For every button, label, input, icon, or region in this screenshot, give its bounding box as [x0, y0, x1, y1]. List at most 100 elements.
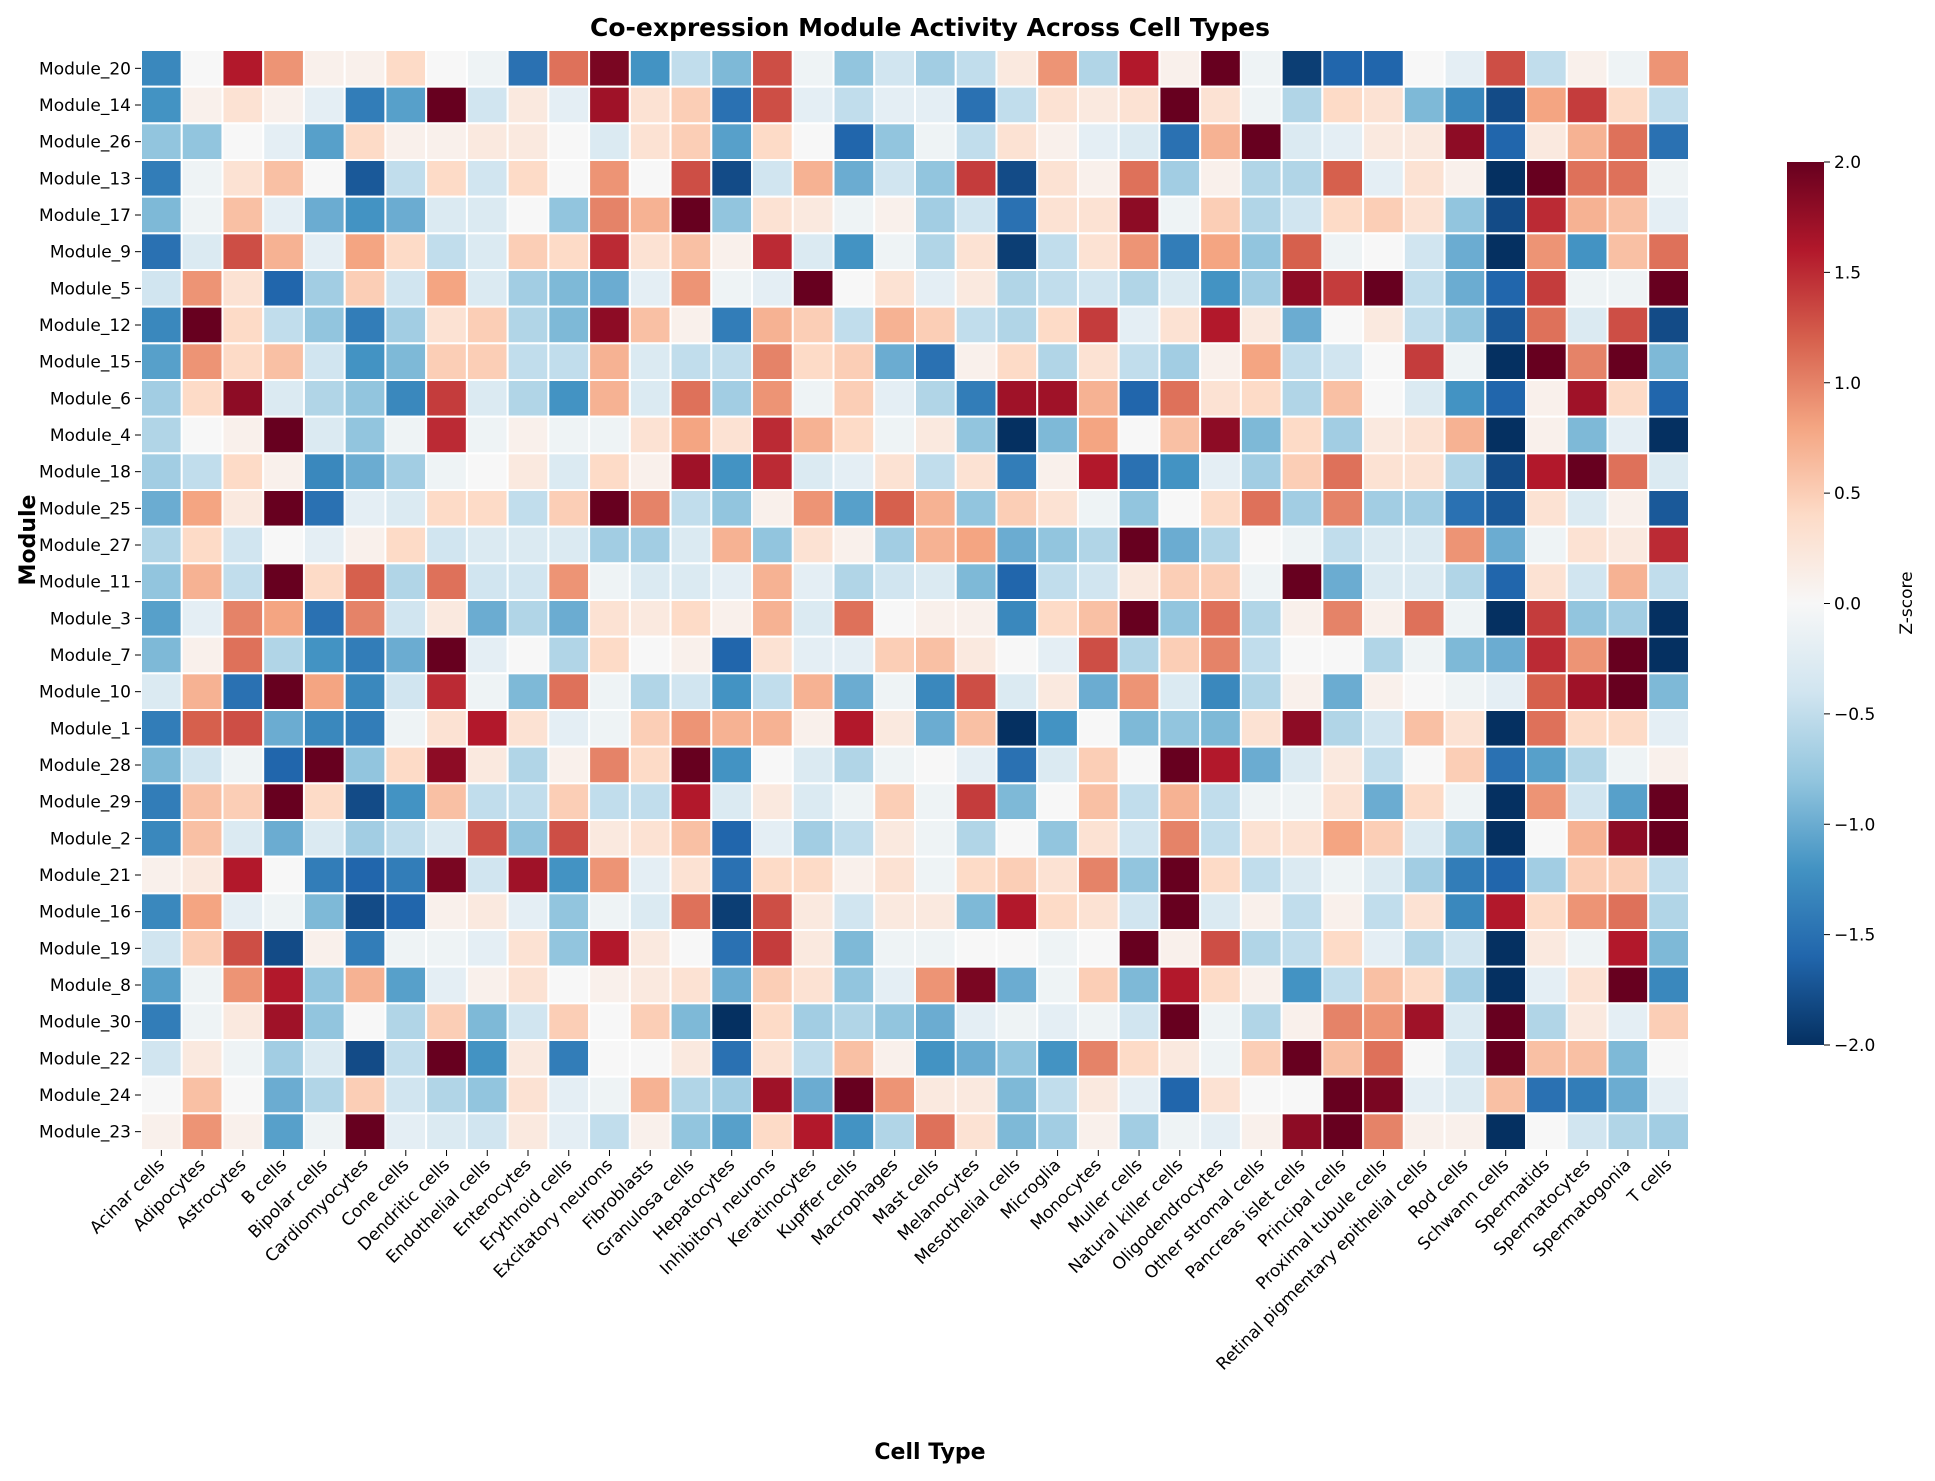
heatmap-cell	[384, 342, 428, 382]
heatmap-cell	[1280, 269, 1324, 308]
heatmap-cell	[710, 745, 754, 785]
heatmap-cell	[1647, 1075, 1691, 1115]
heatmap-cell	[547, 819, 591, 858]
heatmap-cell	[1402, 122, 1446, 162]
heatmap-cell	[384, 892, 428, 931]
heatmap-cell	[1402, 305, 1446, 345]
heatmap-cell	[791, 269, 835, 308]
heatmap-cell	[1565, 929, 1609, 968]
heatmap-cell	[1321, 525, 1365, 565]
heatmap-cell	[465, 342, 509, 382]
heatmap-cell	[1525, 635, 1568, 675]
heatmap-cell	[465, 452, 509, 492]
heatmap-cell	[669, 965, 713, 1005]
heatmap-cell	[140, 525, 183, 565]
heatmap-cell	[302, 672, 346, 711]
heatmap-cell	[180, 415, 224, 455]
heatmap-cell	[1525, 1112, 1568, 1152]
heatmap-cell	[1321, 929, 1365, 968]
heatmap-cell	[384, 85, 428, 125]
heatmap-cell	[588, 232, 631, 271]
heatmap-cell	[1525, 892, 1568, 931]
heatmap-cell	[873, 49, 917, 88]
heatmap-cell	[1158, 122, 1202, 162]
heatmap-cell	[140, 819, 183, 858]
heatmap-cell	[302, 452, 346, 492]
heatmap-cell	[547, 562, 591, 601]
heatmap-cell	[262, 672, 305, 711]
heatmap-cell	[995, 965, 1039, 1005]
colorbar-tick-label: −1.0	[1834, 815, 1875, 835]
heatmap-cell	[1199, 1002, 1242, 1041]
heatmap-cell	[180, 342, 224, 382]
heatmap-cell	[669, 562, 713, 601]
heatmap-cell	[954, 1112, 998, 1152]
heatmap-cell	[384, 49, 428, 88]
heatmap-cell	[1647, 122, 1691, 162]
heatmap-cell	[425, 525, 468, 565]
heatmap-cell	[1076, 599, 1120, 638]
heatmap-cell	[954, 195, 998, 235]
heatmap-cell	[1402, 195, 1446, 235]
heatmap-cell	[791, 525, 835, 565]
heatmap-cell	[954, 819, 998, 858]
heatmap-cell	[547, 745, 591, 785]
heatmap-cell	[140, 85, 183, 125]
heatmap-cell	[1239, 232, 1283, 271]
heatmap-cell	[1525, 159, 1568, 198]
heatmap-cell	[547, 342, 591, 382]
heatmap-cell	[425, 305, 468, 345]
heatmap-cell	[1647, 269, 1691, 308]
heatmap-cell	[180, 1002, 224, 1041]
heatmap-cell	[628, 489, 672, 528]
heatmap-cell	[751, 1039, 794, 1078]
heatmap-cell	[995, 489, 1039, 528]
heatmap-cell	[1076, 452, 1120, 492]
heatmap-cell	[791, 892, 835, 931]
heatmap-cell	[1076, 1075, 1120, 1115]
heatmap-cell	[710, 855, 754, 895]
heatmap-cell	[1321, 745, 1365, 785]
heatmap-cell	[669, 269, 713, 308]
heatmap-cell	[302, 819, 346, 858]
heatmap-cell	[669, 452, 713, 492]
heatmap-cell	[302, 195, 346, 235]
heatmap-cell	[791, 1002, 835, 1041]
heatmap-cells	[140, 49, 1691, 1152]
heatmap-cell	[262, 855, 305, 895]
heatmap-cell	[710, 415, 754, 455]
heatmap-cell	[751, 1112, 794, 1152]
heatmap-cell	[791, 855, 835, 895]
y-tick-label: Module_1	[50, 719, 131, 739]
heatmap-cell	[1321, 599, 1365, 638]
heatmap-cell	[1199, 709, 1242, 748]
heatmap-cell	[628, 305, 672, 345]
heatmap-cell	[180, 965, 224, 1005]
heatmap-cell	[1606, 415, 1650, 455]
heatmap-cell	[791, 49, 835, 88]
heatmap-cell	[1036, 745, 1079, 785]
heatmap-cell	[1239, 379, 1283, 418]
heatmap-cell	[1362, 489, 1405, 528]
heatmap-cell	[1565, 892, 1609, 931]
heatmap-cell	[669, 342, 713, 382]
heatmap-cell	[506, 1039, 550, 1078]
heatmap-cell	[995, 195, 1039, 235]
heatmap-cell	[669, 122, 713, 162]
heatmap-cell	[1076, 782, 1120, 821]
heatmap-cell	[588, 1002, 631, 1041]
heatmap-cell	[832, 1112, 876, 1152]
heatmap-cell	[1565, 709, 1609, 748]
heatmap-cell	[547, 635, 591, 675]
heatmap-cell	[1647, 819, 1691, 858]
heatmap-cell	[180, 855, 224, 895]
heatmap-cell	[832, 415, 876, 455]
heatmap-cell	[1484, 635, 1528, 675]
heatmap-cell	[1402, 489, 1446, 528]
heatmap-cell	[1606, 342, 1650, 382]
heatmap-cell	[425, 672, 468, 711]
heatmap-cell	[1443, 1039, 1487, 1078]
heatmap-cell	[669, 379, 713, 418]
heatmap-cell	[1117, 562, 1161, 601]
heatmap-cell	[1565, 1002, 1609, 1041]
